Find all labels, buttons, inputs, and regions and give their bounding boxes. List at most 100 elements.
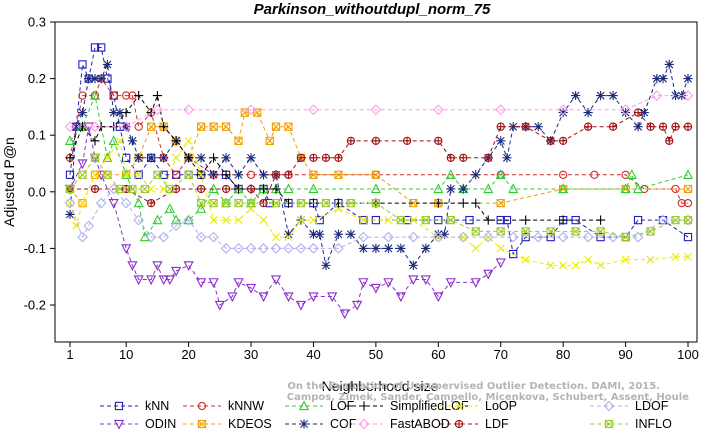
data-point <box>234 216 243 225</box>
legend-label: INFLO <box>635 417 672 431</box>
series-line <box>69 93 689 239</box>
data-point <box>420 275 431 286</box>
legend-item-loop: LoOP <box>440 399 517 413</box>
data-point <box>195 203 207 213</box>
data-point <box>671 215 680 225</box>
data-point <box>122 170 131 179</box>
data-point <box>321 260 331 270</box>
data-point <box>196 153 206 163</box>
data-point <box>89 121 101 133</box>
data-point <box>90 170 99 179</box>
data-point <box>583 122 593 131</box>
data-point <box>315 229 325 239</box>
series-ldf <box>65 108 693 208</box>
data-point <box>683 232 693 242</box>
y-tick-label: -0.2 <box>24 298 46 313</box>
data-point <box>127 261 138 271</box>
data-point <box>234 136 243 146</box>
data-point <box>97 43 106 52</box>
data-point <box>120 197 132 209</box>
x-tick-label: 10 <box>119 347 133 362</box>
x-tick-label: 50 <box>369 347 383 362</box>
data-point <box>64 121 76 133</box>
data-point <box>658 122 668 131</box>
data-point <box>421 243 431 253</box>
data-point <box>258 184 269 194</box>
data-point <box>233 278 244 288</box>
legend-item-kdeos: KDEOS <box>183 417 272 431</box>
data-point <box>184 170 193 179</box>
x-tick-label: 30 <box>244 347 258 362</box>
data-point <box>521 122 530 131</box>
legend-marker <box>454 419 464 429</box>
data-point <box>495 258 506 269</box>
data-point <box>671 122 680 131</box>
data-point <box>159 170 168 179</box>
data-point <box>133 214 145 226</box>
data-point <box>196 122 206 131</box>
data-point <box>284 233 293 242</box>
data-point <box>170 220 182 232</box>
data-point <box>371 170 381 179</box>
data-point <box>359 216 368 225</box>
data-point <box>352 300 363 311</box>
data-point <box>483 183 494 194</box>
data-point <box>384 216 393 225</box>
data-point <box>558 107 568 118</box>
data-point <box>308 104 319 116</box>
legend-marker <box>298 400 310 411</box>
legend-label: kNN <box>145 399 169 413</box>
data-point <box>245 243 257 254</box>
data-point <box>209 216 218 225</box>
data-point <box>115 136 124 145</box>
data-point <box>158 275 169 286</box>
x-axis-label: Neighborhood size <box>322 378 439 394</box>
data-point <box>582 231 594 243</box>
data-point <box>671 184 680 194</box>
series-inflo <box>65 153 693 242</box>
data-point <box>64 135 76 146</box>
data-point <box>482 231 494 243</box>
data-point <box>496 136 506 146</box>
data-point <box>152 90 162 101</box>
data-point <box>195 278 207 288</box>
data-point <box>109 91 118 100</box>
legend-label: LOF <box>330 399 355 413</box>
data-point <box>682 169 694 179</box>
data-point <box>196 198 206 208</box>
data-point <box>433 292 444 303</box>
data-point <box>65 184 75 194</box>
data-point <box>445 169 456 179</box>
data-point <box>633 108 643 117</box>
data-point <box>533 122 543 132</box>
data-point <box>271 184 281 194</box>
data-point <box>159 153 169 163</box>
data-point <box>620 107 631 118</box>
data-point <box>108 135 119 146</box>
data-point <box>502 153 512 163</box>
data-point <box>102 152 113 162</box>
data-point <box>127 136 138 146</box>
data-point <box>145 231 157 243</box>
data-point <box>115 184 125 194</box>
legend-label: SimplifiedLOF <box>390 399 469 413</box>
data-point <box>315 215 324 225</box>
data-point <box>483 269 494 280</box>
data-point <box>309 153 318 162</box>
data-point <box>652 74 662 84</box>
series-fastabod <box>64 90 694 133</box>
data-point <box>245 283 257 294</box>
data-point <box>78 199 87 208</box>
data-point <box>221 184 231 194</box>
data-point <box>77 231 88 243</box>
data-point <box>220 243 232 254</box>
data-point <box>683 198 693 208</box>
data-point <box>683 74 693 84</box>
data-point <box>646 122 655 131</box>
data-point <box>458 198 468 208</box>
data-point <box>409 198 418 208</box>
data-point <box>496 227 505 236</box>
data-point <box>271 122 281 131</box>
data-point <box>671 252 680 261</box>
data-point <box>233 170 244 180</box>
